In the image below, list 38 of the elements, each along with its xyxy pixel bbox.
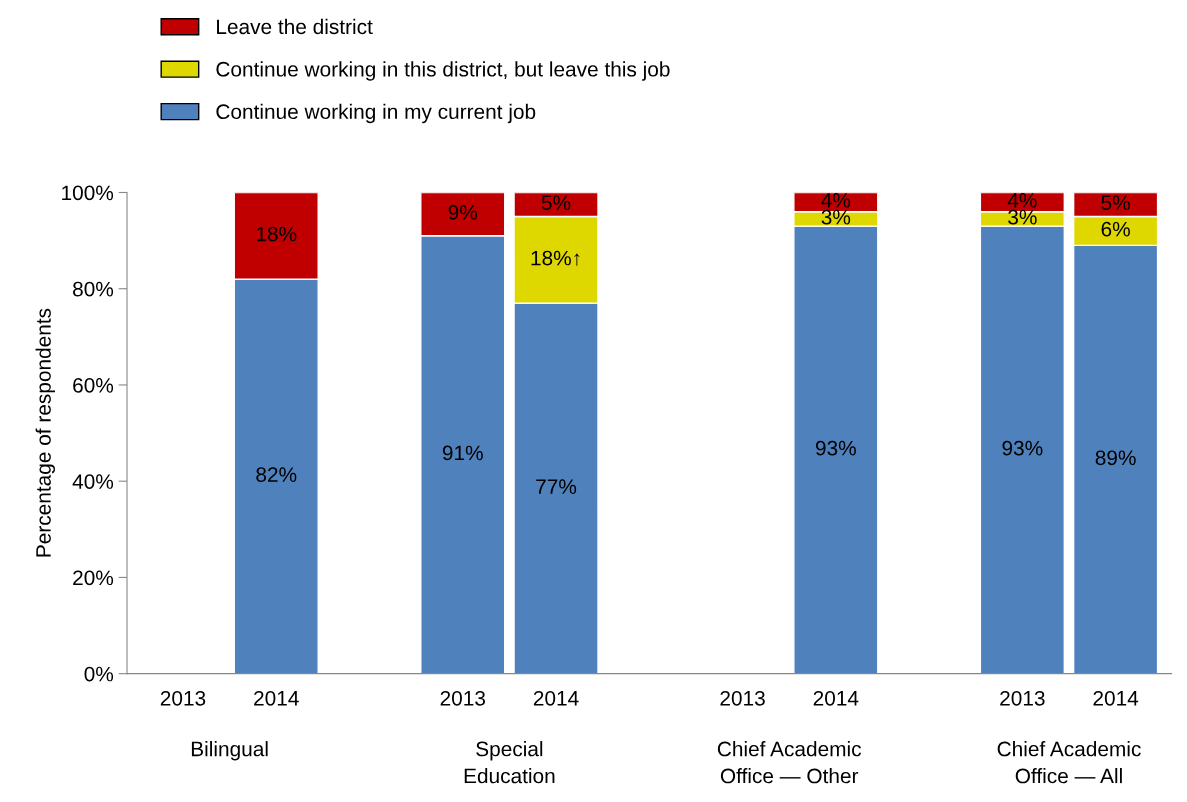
legend-label: Continue working in this district, but leave this job (216, 61, 670, 81)
legend-label: Leave the district (217, 18, 373, 35)
y-axis-title: Percentage of respondents (35, 308, 55, 557)
x-tick-label: 2014 (254, 690, 299, 706)
data-label: 89% (1095, 450, 1136, 466)
data-label: 5% (1101, 195, 1130, 211)
x-tick-label: 2013 (160, 690, 206, 706)
data-label: 18% (256, 226, 297, 242)
x-tick-label: 2014 (1093, 690, 1139, 706)
y-tick-label: 40% (72, 474, 114, 489)
x-tick-label: 2014 (813, 690, 859, 706)
data-label: 3% (821, 209, 851, 225)
data-label: 82% (256, 467, 297, 482)
data-label: 4% (821, 193, 851, 208)
y-tick-label: 100% (62, 185, 114, 201)
text: Bilingual (191, 741, 268, 761)
y-tick-label: 60% (73, 377, 114, 393)
data-label: 77% (536, 479, 577, 494)
x-tick-label: 2013 (440, 690, 486, 706)
x-tick-label: 2014 (533, 690, 579, 706)
legend-label: Continue working in my current job (216, 103, 536, 124)
data-label: 3% (1008, 209, 1037, 225)
data-label: 18%↑ (531, 250, 580, 266)
data-label: 93% (815, 440, 856, 456)
data-label: 4% (1007, 193, 1037, 208)
x-tick-label: 2013 (1000, 690, 1045, 706)
text: Special Education (464, 741, 555, 784)
data-label: 5% (541, 195, 571, 211)
y-tick-label: 0% (84, 666, 114, 682)
y-tick-label: 80% (73, 281, 114, 297)
data-label: 91% (442, 445, 483, 461)
data-label: 9% (448, 204, 478, 220)
y-tick-label: 20% (73, 570, 114, 586)
text: Chief Academic Office — All (997, 741, 1141, 784)
x-tick-label: 2013 (720, 690, 765, 706)
data-label: 93% (1002, 440, 1043, 456)
text: Chief Academic Office — Other (717, 741, 862, 784)
data-label: 6% (1101, 221, 1130, 237)
